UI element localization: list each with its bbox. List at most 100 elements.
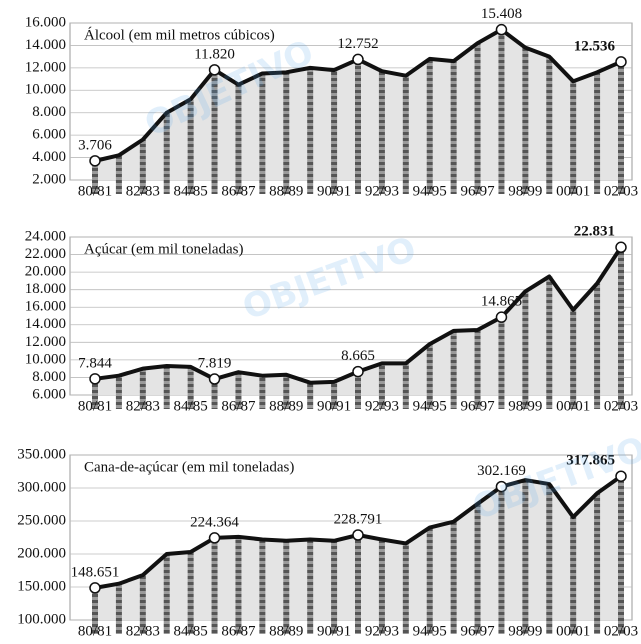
bar: [163, 366, 170, 409]
bar: [570, 517, 577, 634]
y-tick-label: 350.000: [17, 446, 66, 462]
data-label: 148.651: [71, 564, 120, 580]
bar: [235, 536, 242, 634]
bar: [594, 493, 601, 634]
x-tick-label: 00/01: [556, 623, 590, 639]
y-tick-label: 14.000: [25, 37, 66, 53]
x-tick-label: 94/95: [413, 398, 447, 414]
point-marker: [615, 241, 627, 254]
bar: [498, 317, 505, 409]
bar: [355, 371, 361, 409]
bar: [115, 375, 122, 409]
data-label: 12.536: [574, 38, 616, 54]
point-marker: [352, 529, 364, 541]
bar: [618, 247, 624, 409]
bar: [594, 283, 601, 409]
bar: [522, 291, 529, 409]
bar: [450, 330, 457, 409]
y-tick-label: 200.000: [17, 545, 66, 561]
bar: [402, 543, 409, 634]
data-label: 317.865: [566, 453, 615, 469]
x-tick-label: 00/01: [556, 183, 590, 199]
chart-title: Açúcar (em mil toneladas): [84, 241, 244, 257]
bar: [307, 67, 314, 194]
data-label: 14.865: [481, 294, 522, 310]
x-tick-label: 80/81: [78, 398, 112, 414]
bar: [235, 84, 242, 194]
y-tick-label: 8.000: [32, 369, 66, 385]
bar: [426, 527, 433, 634]
data-label: 7.844: [78, 355, 112, 371]
y-tick-label: 18.000: [25, 281, 66, 297]
bar: [115, 155, 122, 194]
bar: [402, 363, 409, 409]
x-tick-label: 80/81: [78, 623, 112, 639]
x-tick-label: 92/93: [365, 398, 399, 414]
x-tick-label: 86/87: [221, 183, 256, 199]
bar: [235, 372, 242, 409]
point-marker: [615, 56, 627, 68]
bar: [331, 540, 338, 634]
bar: [450, 521, 457, 634]
bar: [355, 59, 361, 195]
x-tick-label: 82/83: [126, 623, 160, 639]
x-tick-label: 92/93: [365, 183, 399, 199]
x-tick-label: 96/97: [460, 398, 495, 414]
bar: [187, 366, 194, 409]
bar: [522, 480, 529, 634]
y-tick-label: 8.000: [32, 104, 66, 120]
x-tick-label: 02/03: [604, 398, 638, 414]
bar: [570, 309, 577, 409]
bar: [307, 382, 314, 409]
x-tick-label: 80/81: [78, 183, 112, 199]
bar: [474, 330, 481, 409]
y-tick-label: 10.000: [25, 351, 66, 367]
x-tick-label: 86/87: [221, 398, 256, 414]
data-label: 15.408: [481, 6, 522, 22]
bar: [139, 368, 146, 409]
bar: [211, 537, 218, 634]
y-tick-label: 2.000: [32, 171, 66, 187]
x-tick-label: 84/85: [174, 623, 208, 639]
bar: [426, 344, 433, 409]
x-tick-label: 90/91: [317, 623, 351, 639]
bar: [546, 56, 553, 195]
x-tick-label: 86/87: [221, 623, 256, 639]
data-label: 224.364: [190, 514, 239, 530]
data-label: 11.820: [194, 46, 235, 62]
bar: [283, 374, 290, 409]
bar: [211, 379, 218, 409]
bar: [474, 43, 481, 194]
y-tick-label: 250.000: [17, 512, 66, 528]
y-tick-label: 150.000: [17, 578, 66, 594]
bar: [594, 72, 601, 194]
x-tick-label: 00/01: [556, 398, 590, 414]
bar: [163, 112, 170, 194]
y-tick-label: 24.000: [25, 228, 66, 244]
y-tick-label: 12.000: [25, 334, 66, 350]
bar: [378, 363, 385, 409]
point-marker: [615, 470, 627, 482]
point-marker: [352, 365, 364, 378]
x-tick-label: 94/95: [413, 623, 447, 639]
bar: [259, 73, 266, 194]
x-tick-label: 90/91: [317, 398, 351, 414]
data-label: 228.791: [334, 511, 383, 527]
chart-title: Cana-de-açúcar (em mil toneladas): [84, 459, 294, 475]
bar: [115, 583, 122, 634]
bar: [259, 539, 266, 634]
bar: [92, 160, 98, 194]
x-tick-label: 82/83: [126, 183, 160, 199]
bar: [570, 81, 577, 194]
bar: [187, 99, 194, 194]
y-tick-label: 300.000: [17, 479, 66, 495]
bar: [355, 534, 361, 634]
point-marker: [495, 23, 508, 36]
x-tick-label: 02/03: [604, 623, 638, 639]
bar: [498, 486, 505, 634]
x-tick-label: 98/99: [508, 623, 542, 639]
y-tick-label: 6.000: [32, 386, 66, 402]
x-tick-label: 94/95: [413, 183, 447, 199]
bar: [546, 276, 553, 409]
